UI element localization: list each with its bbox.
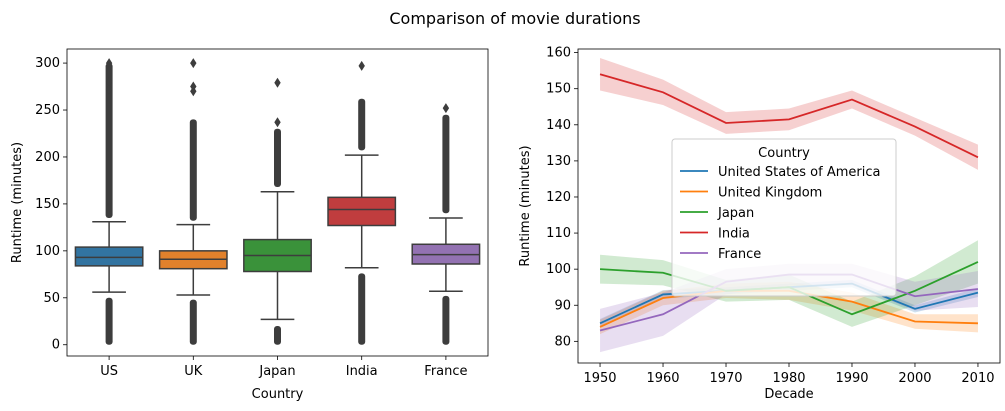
- y-tick-label: 90: [554, 298, 571, 313]
- x-tick-label: US: [100, 364, 118, 379]
- ci-band: [600, 58, 978, 170]
- outlier-cluster-high: [358, 98, 366, 151]
- x-tick-label: 2010: [961, 371, 994, 386]
- y-tick-label: 120: [546, 190, 571, 205]
- y-tick-label: 140: [546, 118, 571, 133]
- y-tick-label: 50: [43, 291, 60, 306]
- outlier-point: [190, 58, 197, 69]
- x-tick-label: UK: [184, 364, 203, 379]
- outlier-cluster-low: [358, 273, 366, 345]
- x-axis-label: Decade: [764, 387, 813, 402]
- outlier-point: [190, 86, 197, 97]
- outlier-cluster-low: [274, 325, 281, 345]
- outlier-cluster-low: [442, 295, 450, 345]
- y-tick-label: 300: [35, 56, 60, 71]
- outlier-point: [105, 58, 113, 69]
- x-tick-label: 1960: [646, 371, 679, 386]
- outlier-cluster-high: [189, 119, 197, 221]
- y-tick-label: 0: [52, 338, 60, 353]
- box-india: [327, 196, 397, 227]
- box-us: [74, 246, 144, 267]
- y-tick-label: 110: [546, 226, 571, 241]
- outlier-point: [442, 103, 450, 114]
- outlier-cluster-high: [105, 63, 113, 218]
- y-tick-label: 130: [546, 154, 571, 169]
- series-line: [599, 73, 979, 159]
- legend-box: [671, 138, 897, 297]
- y-tick-label: 200: [35, 150, 60, 165]
- x-tick-label: 1990: [835, 371, 868, 386]
- legend-label: Japan: [717, 206, 754, 221]
- legend-title: Country: [758, 146, 810, 161]
- y-tick-label: 150: [35, 197, 60, 212]
- outlier-point: [358, 60, 365, 71]
- legend: Country United States of America United Ki…: [671, 138, 897, 297]
- outlier-cluster-high: [442, 114, 450, 214]
- legend-label: United States of America: [718, 165, 880, 180]
- y-tick-label: 150: [546, 82, 571, 97]
- y-tick-label: 250: [35, 103, 60, 118]
- plot-frame: [66, 48, 489, 357]
- legend-label: India: [718, 227, 750, 242]
- y-tick-label: 100: [35, 244, 60, 259]
- plot-frame: [577, 48, 1001, 364]
- x-tick-label: India: [346, 364, 378, 379]
- x-tick-label: Japan: [258, 364, 295, 379]
- y-axis-label: Runtime (minutes): [10, 142, 25, 263]
- x-axis-label: Country: [252, 387, 304, 402]
- outlier-cluster-high: [274, 128, 281, 188]
- x-tick-label: France: [424, 364, 467, 379]
- y-tick-label: 80: [554, 334, 571, 349]
- outlier-cluster-low: [105, 297, 113, 345]
- x-tick-label: 2000: [898, 371, 931, 386]
- y-tick-label: 100: [546, 262, 571, 277]
- outlier-point: [274, 117, 281, 128]
- figure-title: Comparison of movie durations: [389, 9, 640, 28]
- outlier-point: [105, 76, 113, 87]
- legend-label: United Kingdom: [718, 186, 822, 201]
- outlier-point: [105, 84, 113, 95]
- outlier-point: [274, 77, 281, 88]
- x-tick-label: 1980: [772, 371, 805, 386]
- x-tick-label: 1950: [583, 371, 616, 386]
- line-chart: 80 90 100 110 120 130 140 150 160 1950 1960 1970 198…: [518, 46, 1001, 402]
- box-plot-chart: 0 50 100 150 200 250 300 US UK Japan India France Co…: [10, 48, 489, 402]
- outlier-cluster-low: [189, 299, 197, 345]
- y-tick-label: 160: [546, 46, 571, 61]
- y-axis-label: Runtime (minutes): [518, 145, 533, 266]
- legend-label: France: [718, 247, 761, 262]
- x-tick-label: 1970: [709, 371, 742, 386]
